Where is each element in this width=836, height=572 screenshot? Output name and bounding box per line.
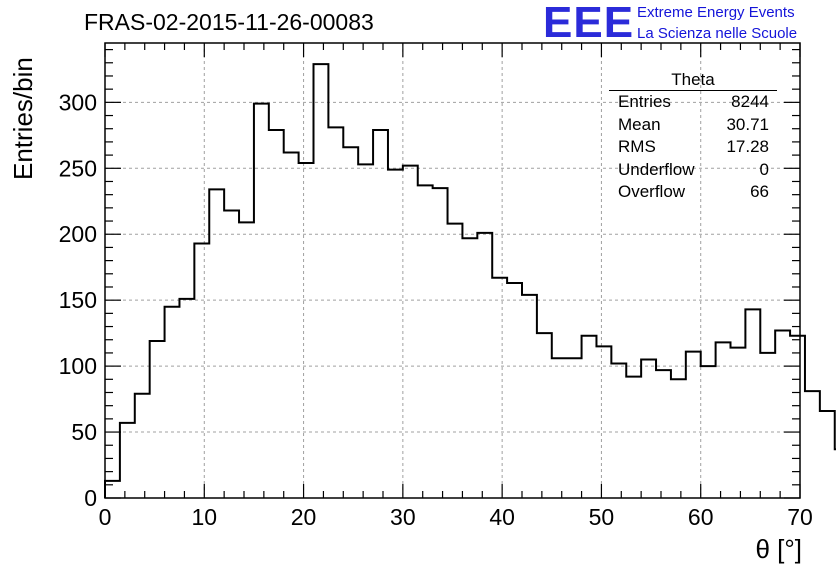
stats-row: Overflow 66: [609, 181, 777, 204]
x-axis-label: θ [°]: [755, 534, 802, 564]
x-tick-label: 60: [688, 504, 714, 530]
stats-value: 8244: [731, 92, 769, 111]
stats-label: RMS: [618, 137, 656, 156]
stats-value: 0: [759, 159, 769, 179]
stats-label: Overflow: [618, 182, 686, 201]
stats-row: Underflow 0: [609, 159, 777, 182]
stats-label: Entries: [618, 92, 671, 111]
x-tick-label: 20: [291, 504, 317, 530]
stats-value: 66: [750, 182, 769, 201]
x-tick-label: 10: [191, 504, 217, 530]
stats-label: Mean: [618, 114, 661, 134]
stats-label: Underflow: [618, 159, 695, 179]
y-tick-label: 50: [71, 419, 97, 445]
axis-ticks: [104, 43, 801, 499]
grid-lines: [105, 43, 800, 498]
stats-title: Theta: [609, 70, 777, 91]
logo-line-2: La Scienza nelle Scuole: [637, 25, 798, 42]
stats-value: 30.71: [726, 114, 769, 134]
x-tick-label: 70: [787, 504, 813, 530]
y-tick-label: 150: [59, 287, 97, 313]
histogram-line: [104, 63, 836, 498]
x-tick-label: 50: [589, 504, 615, 530]
stats-row: Mean 30.71: [609, 114, 777, 137]
plot-frame: [104, 42, 801, 499]
logo-line-1: Extreme Energy Events: [637, 4, 795, 21]
y-tick-label: 100: [59, 353, 97, 379]
stats-row: RMS 17.28: [609, 136, 777, 159]
plot-title: FRAS-02-2015-11-26-00083: [84, 9, 374, 35]
stats-box: Theta Entries 8244 Mean 30.71 RMS 17.28 Und…: [609, 70, 777, 204]
y-tick-label: 0: [84, 485, 97, 511]
y-axis-label: Entries/bin: [8, 57, 38, 180]
x-tick-label: 30: [390, 504, 416, 530]
y-tick-label: 200: [59, 221, 97, 247]
y-tick-label: 250: [59, 155, 97, 181]
stats-row: Entries 8244: [609, 91, 777, 114]
eee-logo: EEE: [543, 0, 635, 47]
x-tick-label: 0: [99, 504, 112, 530]
x-tick-label: 40: [489, 504, 515, 530]
tick-labels: 0 10 20 30 40 50 60 70 0 50 100 150 200 250 300: [59, 89, 813, 530]
stats-value: 17.28: [726, 137, 769, 156]
y-tick-label: 300: [59, 89, 97, 115]
